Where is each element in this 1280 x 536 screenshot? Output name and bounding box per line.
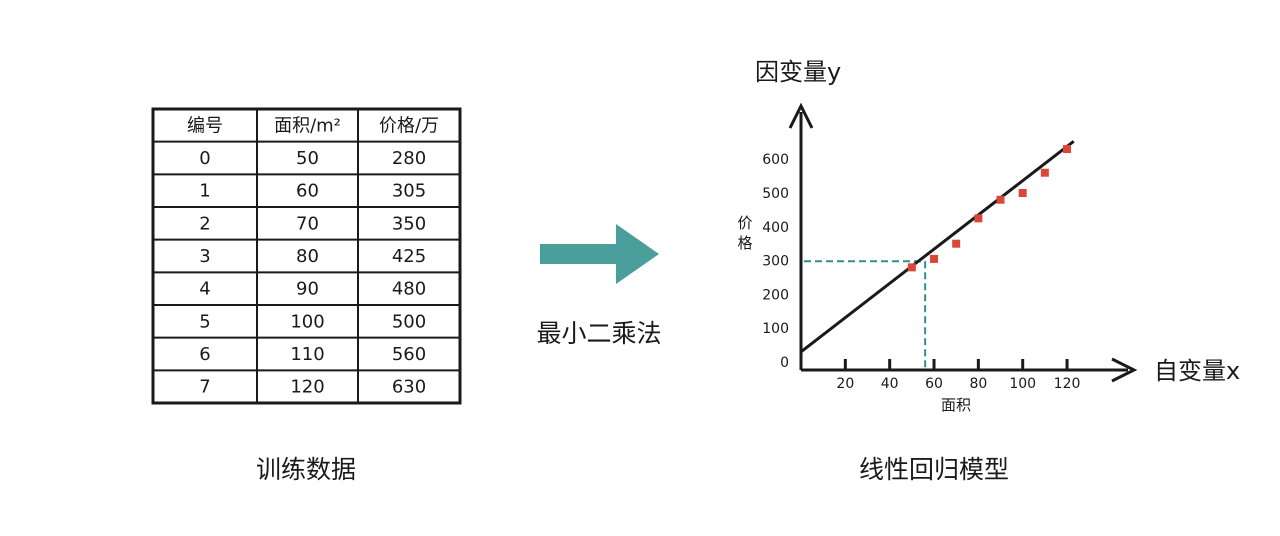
y-tick-label: 0 <box>780 355 789 371</box>
right-arrow-icon <box>540 224 659 284</box>
data-point <box>930 254 939 263</box>
method-label: 最小二乘法 <box>536 319 661 348</box>
data-point <box>952 239 961 248</box>
regression-line <box>800 140 1075 354</box>
x-tick-label: 60 <box>925 376 943 392</box>
x-tick-label: 40 <box>881 376 899 392</box>
table-cell: 3 <box>199 246 210 267</box>
table-cell: 7 <box>199 377 210 398</box>
table-cell: 630 <box>392 377 426 398</box>
table-cell: 1 <box>199 181 210 202</box>
table-cell: 80 <box>296 246 319 267</box>
guide-lines <box>804 260 927 370</box>
y-tick-label: 600 <box>762 152 789 168</box>
data-point <box>996 195 1005 204</box>
y-ticks: 0 100 200 300 400 500 600 <box>762 152 789 371</box>
y-tick-label: 500 <box>762 186 789 202</box>
y-axis-label: 价格 <box>737 214 752 252</box>
table-cell: 0 <box>199 148 210 169</box>
table-cell: 500 <box>392 311 426 332</box>
x-tick-label: 120 <box>1054 376 1081 392</box>
x-tick-label: 80 <box>969 376 987 392</box>
training-data-table: 编号 面积/m² 价格/万 0 50 280 1 60 305 2 70 350 3 80 425 4 90 48… <box>151 107 462 405</box>
fit-line-group <box>800 140 1075 354</box>
table-cell: 100 <box>290 311 324 332</box>
regression-chart: 因变量y 自变量x 0 100 200 300 400 500 600 20 40 60 80 10… <box>737 58 1240 414</box>
table-cell: 480 <box>392 279 426 300</box>
table-cell: 4 <box>199 279 210 300</box>
x-axis-label: 面积 <box>941 396 971 414</box>
table-cell: 425 <box>392 246 426 267</box>
table-cells: 编号 面积/m² 价格/万 0 50 280 1 60 305 2 70 350 3 80 425 4 90 48… <box>187 115 439 397</box>
y-axis-arrowhead-icon <box>788 102 814 129</box>
table-header-cell: 编号 <box>187 115 223 136</box>
table-cell: 280 <box>392 148 426 169</box>
table-cell: 305 <box>392 181 426 202</box>
x-axis-arrowhead-icon <box>1111 357 1138 383</box>
x-axis-title: 自变量x <box>1154 357 1240 385</box>
table-cell: 5 <box>199 311 210 332</box>
x-ticks: 20 40 60 80 100 120 <box>836 359 1080 392</box>
data-point <box>1018 189 1027 197</box>
table-cell: 560 <box>392 344 426 365</box>
data-point <box>907 263 916 272</box>
table-cell: 2 <box>199 213 210 234</box>
x-tick-label: 100 <box>1009 376 1036 392</box>
y-axis-title: 因变量y <box>755 58 841 86</box>
table-cell: 350 <box>392 213 426 234</box>
data-point <box>974 214 983 223</box>
table-grid-lines <box>153 109 460 403</box>
table-cell: 60 <box>296 181 319 202</box>
table-header-cell: 面积/m² <box>274 115 341 136</box>
table-cell: 110 <box>290 344 324 365</box>
y-tick-label: 100 <box>762 321 789 337</box>
table-border <box>151 107 462 405</box>
y-tick-label: 200 <box>762 287 789 303</box>
chart-caption: 线性回归模型 <box>859 455 1009 484</box>
table-cell: 90 <box>296 279 319 300</box>
table-header-cell: 价格/万 <box>379 115 439 136</box>
y-tick-label: 400 <box>762 220 789 236</box>
data-points <box>907 145 1072 272</box>
process-arrow <box>540 224 659 284</box>
table-cell: 6 <box>199 344 210 365</box>
y-tick-label: 300 <box>762 254 789 270</box>
x-tick-label: 20 <box>836 376 854 392</box>
data-point <box>1040 168 1049 177</box>
table-cell: 50 <box>296 148 319 169</box>
table-caption: 训练数据 <box>256 455 356 484</box>
data-point <box>1063 145 1072 154</box>
table-cell: 120 <box>290 377 324 398</box>
table-cell: 70 <box>296 213 319 234</box>
